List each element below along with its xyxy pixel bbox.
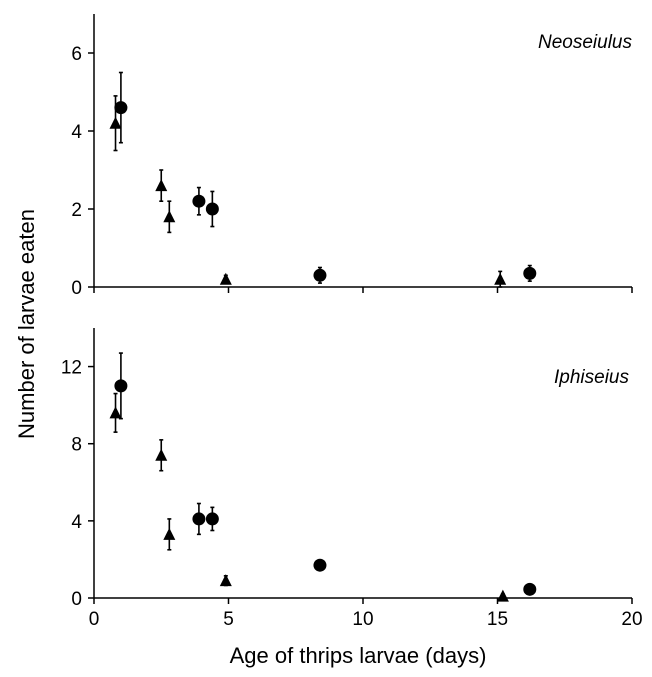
data-point-circle (313, 268, 327, 282)
data-point-triangle (109, 406, 122, 419)
y-tick-label: 8 (71, 435, 82, 456)
y-tick-label: 2 (71, 200, 82, 221)
x-tick-label: 0 (89, 609, 100, 630)
y-tick-label: 6 (71, 44, 82, 65)
data-point-circle (114, 379, 128, 393)
data-point-triangle (219, 272, 232, 285)
data-point-circle (313, 558, 327, 572)
y-tick-label: 4 (71, 512, 82, 533)
data-point-triangle (496, 589, 509, 602)
data-point-circle (205, 202, 219, 216)
data-point-triangle (109, 116, 122, 129)
y-tick-label: 4 (71, 122, 82, 143)
x-tick-label: 10 (352, 609, 373, 630)
data-point-triangle (219, 574, 232, 587)
x-tick-label: 15 (487, 609, 508, 630)
data-point-triangle (163, 527, 176, 540)
data-point-circle (523, 582, 537, 596)
data-point-triangle (155, 179, 168, 192)
x-tick-label: 5 (223, 609, 234, 630)
y-tick-label: 0 (71, 589, 82, 610)
y-axis-title: Number of larvae eaten (14, 209, 39, 439)
data-point-triangle (494, 272, 507, 285)
panel-title: Iphiseius (554, 367, 629, 388)
data-point-circle (192, 512, 206, 526)
data-point-circle (192, 194, 206, 208)
panel-neoseiulus: 0 2 4 6 Neoseiulus (71, 14, 633, 299)
data-point-circle (205, 512, 219, 526)
data-point-circle (523, 266, 537, 280)
y-tick-label: 0 (71, 278, 82, 299)
data-point-triangle (155, 448, 168, 461)
y-tick-label: 12 (61, 358, 82, 379)
x-tick-label: 20 (621, 609, 642, 630)
panel-title: Neoseiulus (538, 32, 632, 53)
panel-iphiseius: 0 4 8 12 0 5 10 15 20 Iphiseius (61, 328, 643, 630)
x-axis-title: Age of thrips larvae (days) (230, 643, 487, 668)
data-point-circle (114, 101, 128, 115)
data-point-triangle (163, 210, 176, 223)
